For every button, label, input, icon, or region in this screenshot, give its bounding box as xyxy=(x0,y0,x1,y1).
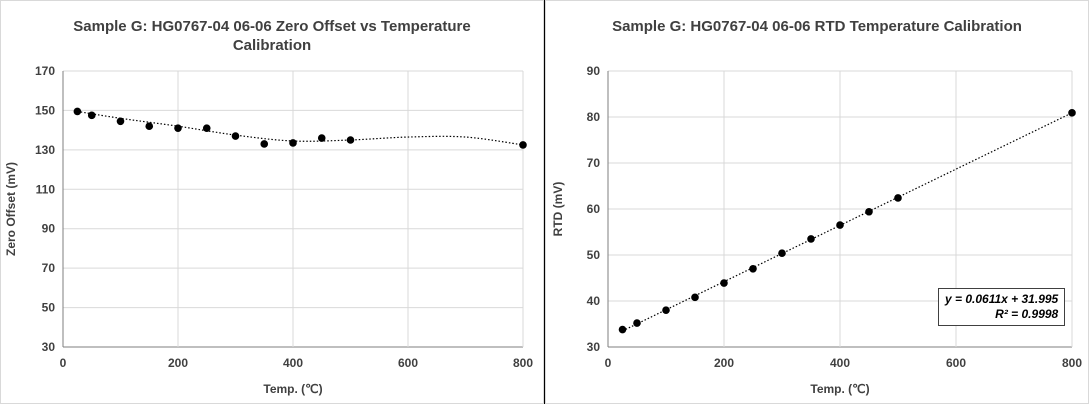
data-point xyxy=(174,124,182,132)
data-point xyxy=(289,139,297,147)
data-point xyxy=(231,132,240,140)
y-tick-label: 80 xyxy=(587,110,601,124)
chart-title: Sample G: HG0767-04 06-06 RTD Temperatur… xyxy=(612,18,1022,35)
data-point xyxy=(749,265,757,273)
x-tick-label: 0 xyxy=(605,356,612,370)
data-point xyxy=(202,124,211,132)
y-tick-label: 30 xyxy=(42,340,56,354)
y-tick-label: 50 xyxy=(42,301,56,315)
y-tick-label: 150 xyxy=(35,103,55,117)
data-point xyxy=(116,117,125,126)
zero-offset-chart: Sample G: HG0767-04 06-06 Zero Offset vs… xyxy=(0,0,544,404)
x-tick-label: 200 xyxy=(168,356,188,370)
x-axis-label: Temp. (℃) xyxy=(810,382,869,396)
data-point xyxy=(317,134,326,142)
data-point xyxy=(662,306,670,315)
y-tick-label: 50 xyxy=(587,248,601,262)
data-point xyxy=(1068,109,1076,117)
x-tick-label: 600 xyxy=(946,356,966,370)
y-axis-label: Zero Offset (mV) xyxy=(4,162,18,256)
y-axis-label: RTD (mV) xyxy=(551,182,565,237)
data-point xyxy=(865,207,873,216)
x-tick-label: 200 xyxy=(714,356,734,370)
data-point xyxy=(778,249,786,257)
y-tick-label: 110 xyxy=(36,182,56,196)
data-point xyxy=(807,235,815,243)
trendline-equation-box: y = 0.0611x + 31.995 R² = 0.9998 xyxy=(938,288,1066,326)
x-tick-label: 800 xyxy=(513,356,533,370)
trendline xyxy=(622,112,1073,332)
y-tick-label: 70 xyxy=(42,261,56,275)
data-point xyxy=(73,107,82,116)
y-tick-label: 70 xyxy=(587,156,601,170)
y-tick-label: 170 xyxy=(35,64,55,78)
x-tick-label: 0 xyxy=(60,356,67,370)
y-tick-label: 60 xyxy=(587,202,601,216)
y-tick-label: 30 xyxy=(587,340,601,354)
data-point xyxy=(260,140,269,148)
chart-title: Sample G: HG0767-04 06-06 Zero Offset vs… xyxy=(73,18,471,54)
y-tick-label: 90 xyxy=(42,222,56,236)
data-point xyxy=(87,111,96,120)
data-point xyxy=(346,136,355,144)
r-squared: R² = 0.9998 xyxy=(995,307,1059,321)
x-tick-label: 600 xyxy=(398,356,418,370)
x-tick-label: 800 xyxy=(1062,356,1082,370)
data-point xyxy=(894,194,902,202)
zero-offset-plot: 30 50 70 90 110 130 150 170 0 200 400 600 800 Temp. (… xyxy=(4,64,533,396)
data-point xyxy=(145,122,154,130)
y-tick-label: 90 xyxy=(587,64,601,78)
y-tick-label: 130 xyxy=(35,143,55,157)
data-point xyxy=(720,279,728,287)
data-point xyxy=(691,293,699,302)
y-tick-label: 40 xyxy=(587,294,601,308)
data-point xyxy=(633,319,641,327)
rtd-chart: Sample G: HG0767-04 06-06 RTD Temperatur… xyxy=(545,0,1089,404)
x-axis-label: Temp. (℃) xyxy=(263,382,322,396)
trendline xyxy=(77,110,524,146)
data-point xyxy=(519,141,527,149)
trendline-equation: y = 0.0611x + 31.995 xyxy=(945,292,1059,306)
x-tick-label: 400 xyxy=(830,356,850,370)
rtd-plot: 30 40 50 60 70 80 90 0 200 400 600 800 Temp. (℃) RTD … xyxy=(551,64,1082,396)
x-tick-label: 400 xyxy=(283,356,303,370)
data-point xyxy=(618,325,627,334)
data-point xyxy=(836,221,844,229)
